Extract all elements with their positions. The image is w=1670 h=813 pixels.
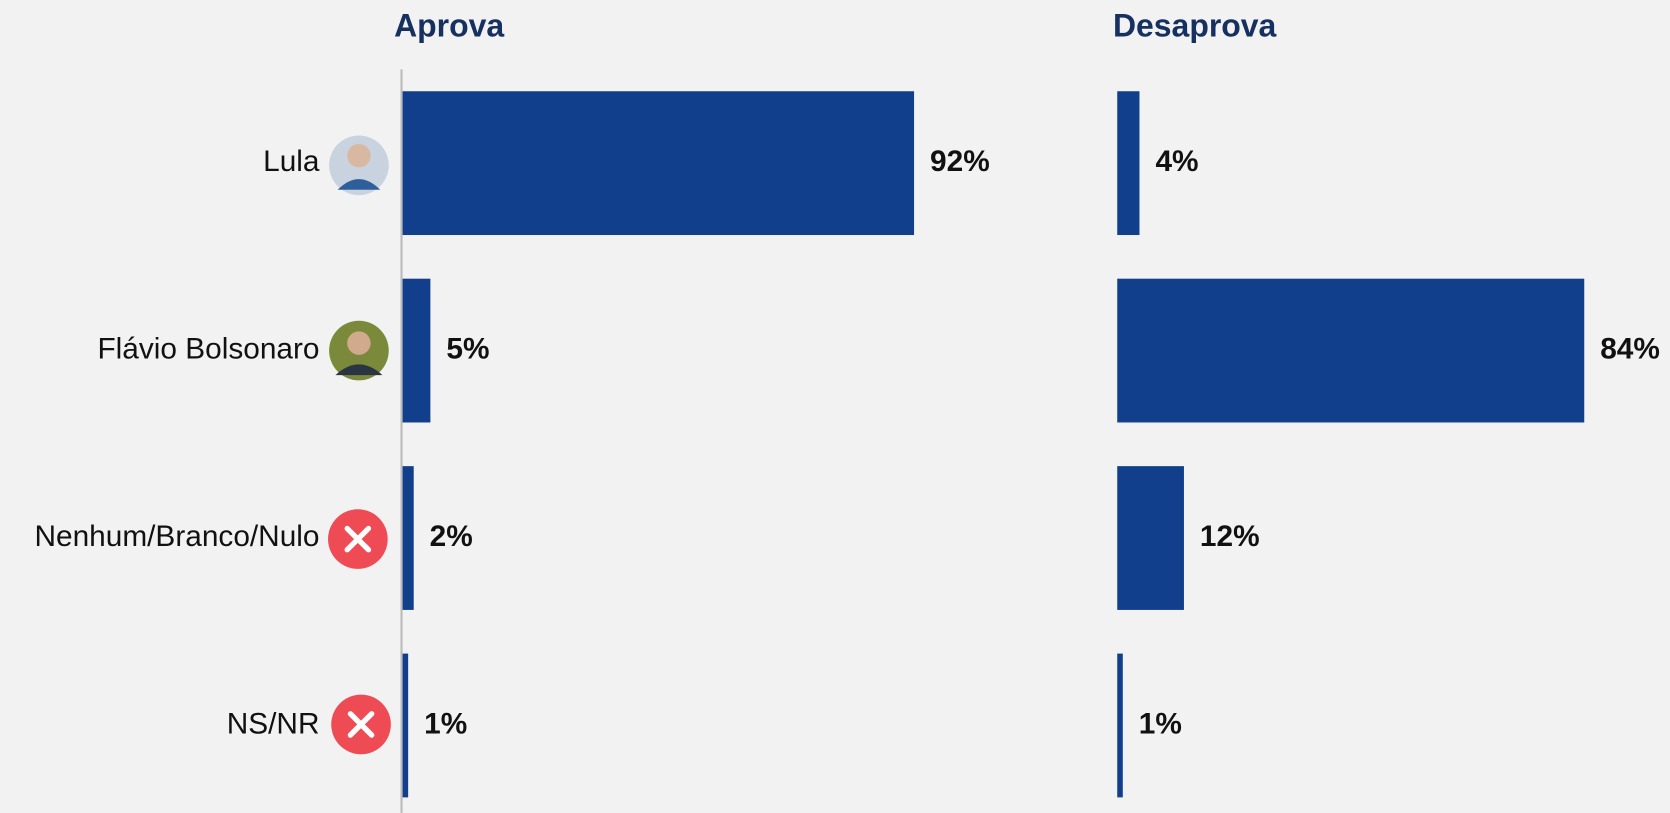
category-label: NS/NR [227, 707, 320, 740]
value-label: 84% [1600, 332, 1660, 365]
bar [402, 91, 915, 236]
photo-face [347, 143, 371, 168]
photo-body [337, 179, 381, 190]
x-mark [344, 525, 372, 553]
bar [1117, 653, 1123, 798]
bar [402, 653, 409, 798]
photo-body [335, 364, 383, 376]
value-label: 92% [930, 145, 990, 178]
panel-title: Desaprova [1113, 7, 1277, 43]
value-label: 12% [1200, 520, 1260, 553]
x-mark [347, 711, 375, 738]
panel-title: Aprova [394, 7, 504, 43]
bar [1117, 91, 1140, 236]
category-label: Nenhum/Branco/Nulo [34, 520, 319, 553]
category-label: Lula [263, 145, 320, 178]
value-label: 4% [1155, 145, 1198, 178]
category-label: Flávio Bolsonaro [97, 332, 319, 365]
photo-face [347, 331, 371, 355]
value-label: 2% [430, 520, 473, 553]
value-label: 1% [1139, 707, 1182, 740]
value-label: 5% [446, 332, 489, 365]
bar [1117, 278, 1585, 423]
icons [328, 135, 391, 755]
bar [1117, 466, 1184, 610]
bar [402, 278, 431, 423]
value-label: 1% [424, 707, 467, 740]
bar [402, 466, 414, 610]
